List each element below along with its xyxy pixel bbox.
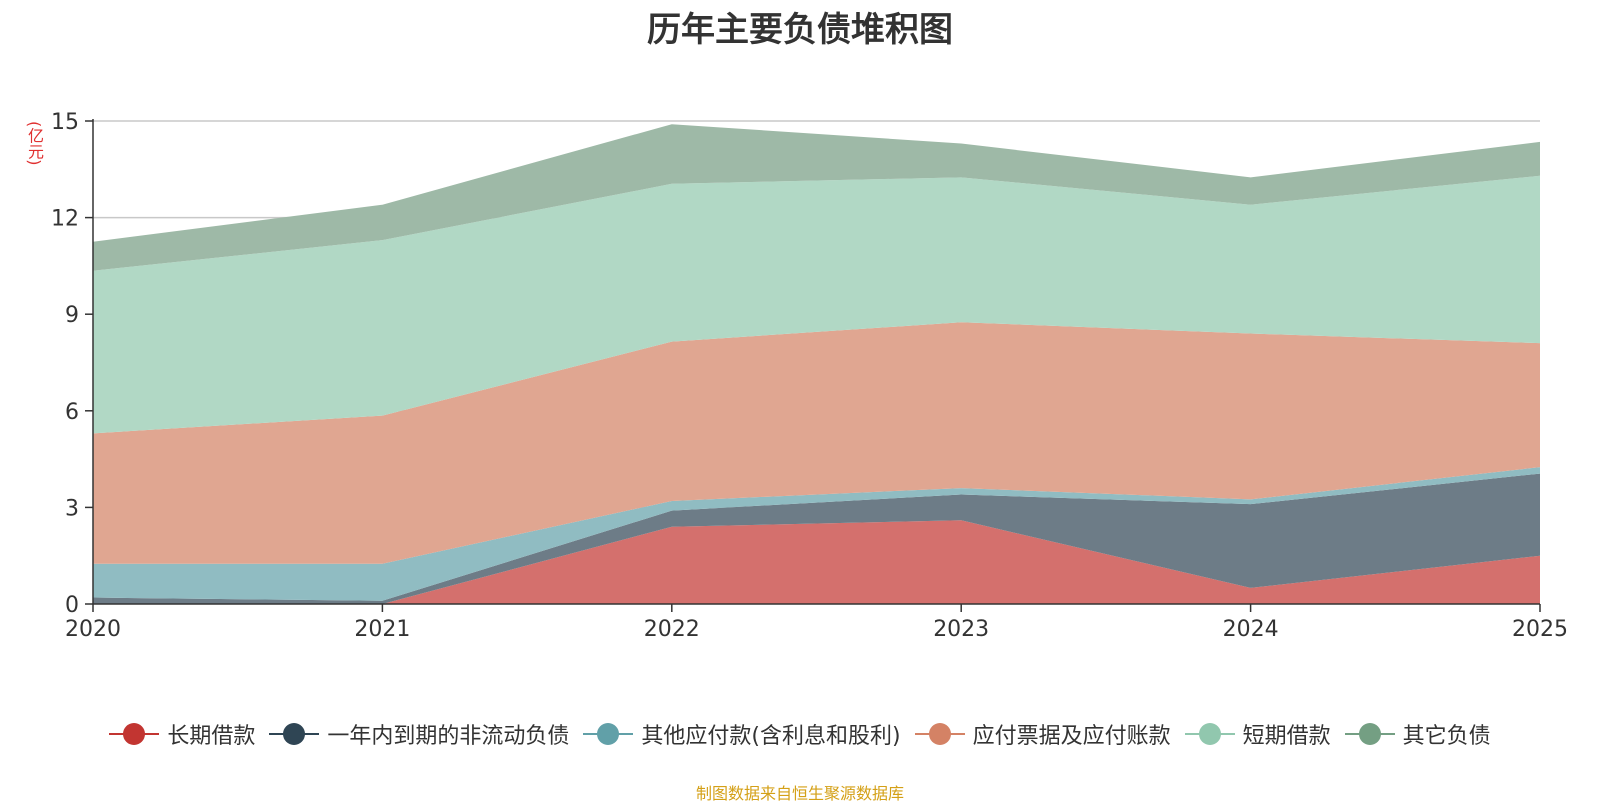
area-series [93, 124, 1540, 604]
legend-item-6[interactable]: 其它负债 [1344, 718, 1491, 750]
legend-item-1[interactable]: 长期借款 [109, 718, 255, 750]
legend-label: 应付票据及应付账款 [972, 724, 1171, 749]
y-tick-label-6: 6 [65, 400, 79, 425]
source-note: 制图数据来自恒生聚源数据库 [695, 784, 904, 803]
legend-label: 一年内到期的非流动负债 [327, 724, 570, 749]
x-tick-label-2020: 2020 [65, 617, 121, 642]
area-series-6 [93, 124, 1540, 271]
y-tick-label-9: 9 [65, 303, 79, 328]
x-tick-label-2021: 2021 [354, 617, 410, 642]
y-tick-label-0: 0 [65, 593, 79, 618]
x-tick-label-2022: 2022 [644, 617, 700, 642]
tick-labels: 0 3 6 9 12 15 2020 2021 2022 2023 2024 2025 [51, 110, 1568, 642]
x-tick-label-2023: 2023 [933, 617, 989, 642]
y-tick-label-12: 12 [51, 207, 79, 232]
legend-marker-icon [1184, 722, 1235, 746]
x-tick-label-2025: 2025 [1512, 617, 1568, 642]
legend-item-2[interactable]: 一年内到期的非流动负债 [269, 718, 569, 750]
legend-dot [1358, 723, 1381, 745]
legend-dot [283, 723, 306, 745]
legend-dot [1198, 723, 1221, 745]
area-series-4 [93, 322, 1540, 564]
y-tick-label-3: 3 [65, 496, 79, 521]
legend-marker-icon [914, 722, 965, 746]
legend-item-5[interactable]: 短期借款 [1184, 718, 1331, 750]
legend-dot [123, 723, 146, 745]
legend-dot [597, 723, 620, 745]
legend: 长期借款 一年内到期的非流动负债 其他应付款(含利息和股利) 应付票据及应付账款 短期借… [0, 718, 1600, 750]
y-tick-label-15: 15 [51, 110, 79, 135]
axes [85, 119, 1541, 612]
legend-marker-icon [269, 722, 320, 746]
legend-marker-icon [109, 722, 160, 746]
legend-label: 长期借款 [167, 724, 256, 749]
legend-label: 短期借款 [1242, 724, 1331, 749]
area-series-3 [93, 467, 1540, 601]
area-series-2 [93, 473, 1540, 604]
y-axis-unit-label: (亿元) [25, 121, 44, 166]
legend-label: 其它负债 [1402, 724, 1491, 749]
legend-label: 其他应付款(含利息和股利) [641, 724, 901, 749]
legend-marker-icon [1344, 722, 1395, 746]
chart-title: 历年主要负债堆积图 [647, 10, 953, 50]
area-series-1 [93, 520, 1540, 604]
legend-dot [928, 723, 951, 745]
stacked-area-chart: 0 3 6 9 12 15 2020 2021 2022 2023 2024 2025 [51, 110, 1568, 642]
x-tick-label-2024: 2024 [1223, 617, 1279, 642]
legend-item-4[interactable]: 应付票据及应付账款 [914, 718, 1171, 750]
area-series-5 [93, 175, 1540, 434]
legend-marker-icon [583, 722, 634, 746]
legend-item-3[interactable]: 其他应付款(含利息和股利) [583, 718, 901, 750]
